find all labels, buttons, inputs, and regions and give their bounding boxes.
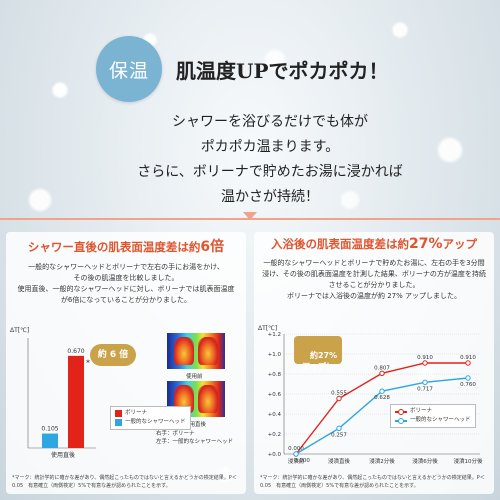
legend-label: 一般的なシャワーヘッド xyxy=(410,417,471,423)
y-tick-label: +1.0 xyxy=(268,352,282,358)
data-label: 0.000 xyxy=(294,458,310,464)
data-point xyxy=(336,425,342,432)
legend-swatch xyxy=(115,410,122,417)
left-panel-body: 一般的なシャワーヘッドとボリーナで左右の手にお湯をかけ、 その後の肌温度を比較し… xyxy=(6,256,246,306)
line-legend: ボリーナ 一般的なシャワーヘッド xyxy=(390,404,476,428)
bar xyxy=(68,355,84,448)
hand-right xyxy=(198,385,218,413)
body-line: 使用直後、一般的なシャワーヘッドに対し、ボリーナでは肌表面温度 xyxy=(17,285,235,293)
x-tick-label: 浸漬前 xyxy=(288,457,305,465)
headline: 肌温度UPでポカポカ！ xyxy=(176,59,389,83)
x-tick-label: 浸漬2分後 xyxy=(369,457,395,465)
right-footnote: *マーク：統計学的に確かな差があり、偶然起こったものではないと言えるかどうかの検… xyxy=(260,475,485,489)
legend-swatch xyxy=(395,408,407,415)
intro-line: シャワーを浴びるだけでも体が xyxy=(172,114,368,130)
data-label: 0.105 xyxy=(41,426,58,433)
data-label: 0.807 xyxy=(374,365,390,371)
data-point xyxy=(379,388,385,394)
data-label: 0.628 xyxy=(374,395,390,401)
line-chart: ΔT[℃] +0.0 +0.2 +0.4 +0.6 +0.8 +1.0 +1.2 浸漬前 浸漬直後… xyxy=(258,325,483,465)
significance-mark: * xyxy=(86,359,90,368)
y-tick-label: +0.4 xyxy=(268,412,282,418)
right-panel: 入浴後の肌表面温度差は約27%アップ 一般的なシャワーヘッドとボリーナで貯めたお… xyxy=(254,232,494,494)
intro-line: ポカポカ温まります。 xyxy=(200,139,340,155)
divider-notch xyxy=(243,212,257,222)
left-callout-text: 約 6 倍 xyxy=(97,350,129,360)
bar xyxy=(42,433,58,448)
intro-text: シャワーを浴びるだけでも体が ポカポカ温まります。 さらに、ボリーナで貯めたお湯… xyxy=(120,110,420,210)
right-title-text: 入浴後の肌表面温度差は約 xyxy=(270,237,409,251)
data-label: 0.717 xyxy=(417,386,433,392)
warmth-badge: 保温 xyxy=(96,36,162,102)
y-axis-label: ΔT[℃] xyxy=(258,325,277,332)
body-line: 浸け、その後の肌表面温度を計測した結果、ボリーナの方が温度を持続 xyxy=(262,270,486,278)
thermography-image-before xyxy=(166,332,226,370)
data-label: 0.555 xyxy=(331,391,347,397)
legend-item: ボリーナ xyxy=(395,407,471,416)
left-callout: 約 6 倍 xyxy=(90,344,136,366)
right-callout: 約27% アップ！ xyxy=(294,336,342,371)
data-point xyxy=(379,370,385,376)
intro-line: 温かさが持続！ xyxy=(221,189,319,205)
y-tick-label: +0.2 xyxy=(268,432,281,438)
x-tick-label: 浸漬直後 xyxy=(328,457,351,465)
y-tick-label: +0.0 xyxy=(268,452,282,458)
body-line: させることが分かりました。 xyxy=(328,281,420,289)
left-title-text: シャワー直後の肌表面温度差は約 xyxy=(27,240,201,254)
body-line: が6倍になっていることが分かりました。 xyxy=(60,296,192,304)
thermo-caption-before: 使用前 xyxy=(186,374,203,380)
legend-swatch xyxy=(115,419,122,426)
left-panel: シャワー直後の肌表面温度差は約6倍 一般的なシャワーヘッドとボリーナで左右の手に… xyxy=(6,232,246,494)
body-line: 一般的なシャワーヘッドとボリーナで左右の手にお湯をかけ、 xyxy=(28,263,224,271)
legend-item: ボリーナ xyxy=(115,409,186,418)
intro-line: さらに、ボリーナで貯めたお湯に浸かれば xyxy=(137,164,403,180)
data-point xyxy=(465,360,471,366)
data-point xyxy=(465,375,471,381)
data-label: 0.000 xyxy=(288,446,304,452)
hand-right xyxy=(198,337,218,365)
right-callout-text: 約27% アップ！ xyxy=(302,351,338,371)
data-label: 0.910 xyxy=(460,355,476,361)
thermo-side-caption: 右手：ボリーナ 左手：一般的なシャワーヘッド xyxy=(156,431,234,445)
left-footnote: *マーク：統計学的に確かな差があり、偶然起こったものではないと言えるかどうかの検… xyxy=(12,475,237,489)
y-tick-label: +0.8 xyxy=(268,372,282,378)
bar-legend: ボリーナ 一般的なシャワーヘッド xyxy=(110,406,191,430)
right-title-accent: 27% xyxy=(408,236,443,252)
data-point xyxy=(336,395,342,402)
y-tick-label: +1.2 xyxy=(268,332,281,338)
left-panel-title: シャワー直後の肌表面温度差は約6倍 xyxy=(6,232,246,256)
right-panel-title: 入浴後の肌表面温度差は約27%アップ xyxy=(254,232,494,252)
legend-label: ボリーナ xyxy=(410,408,433,414)
body-line: ボリーナでは入浴後の温度が約 27% アップしました。 xyxy=(286,292,461,300)
thermography-image-after xyxy=(166,380,226,418)
right-panel-body: 一般的なシャワーヘッドとボリーナで貯めたお湯に、左右の手を3分間 浸け、その後の… xyxy=(254,252,494,302)
data-label: 0.670 xyxy=(67,348,84,355)
x-tick-label: 浸漬6分後 xyxy=(412,457,438,465)
bar-chart: ΔT[℃] 0.105 0.670 使用直後 * xyxy=(10,327,96,459)
data-label: 0.257 xyxy=(331,432,347,438)
right-title-post: アップ xyxy=(442,237,478,251)
y-tick-label: +0.6 xyxy=(268,392,282,398)
x-tick-label: 使用直後 xyxy=(51,451,75,459)
body-line: その後の肌温度を比較しました。 xyxy=(73,274,179,282)
thermo-caption-after: 使用直後 xyxy=(184,422,207,428)
data-point xyxy=(422,360,428,366)
hero-section: 保温 肌温度UPでポカポカ！ シャワーを浴びるだけでも体が ポカポカ温まります。… xyxy=(0,0,500,225)
data-point xyxy=(293,451,299,457)
body-line: 一般的なシャワーヘッドとボリーナで貯めたお湯に、左右の手を3分間 xyxy=(263,259,485,267)
hand-left xyxy=(174,337,194,365)
legend-swatch xyxy=(395,417,407,424)
y-axis-label: ΔT[℃] xyxy=(10,327,29,334)
x-tick-label: 浸漬10分後 xyxy=(454,457,483,465)
left-title-accent: 6倍 xyxy=(200,239,225,255)
legend-label: 一般的なシャワーヘッド xyxy=(125,419,186,425)
legend-item: 一般的なシャワーヘッド xyxy=(395,416,471,425)
data-label: 0.760 xyxy=(460,382,476,388)
data-point xyxy=(422,379,428,385)
legend-label: ボリーナ xyxy=(125,410,148,416)
legend-item: 一般的なシャワーヘッド xyxy=(115,418,186,427)
data-label: 0.910 xyxy=(417,355,433,361)
